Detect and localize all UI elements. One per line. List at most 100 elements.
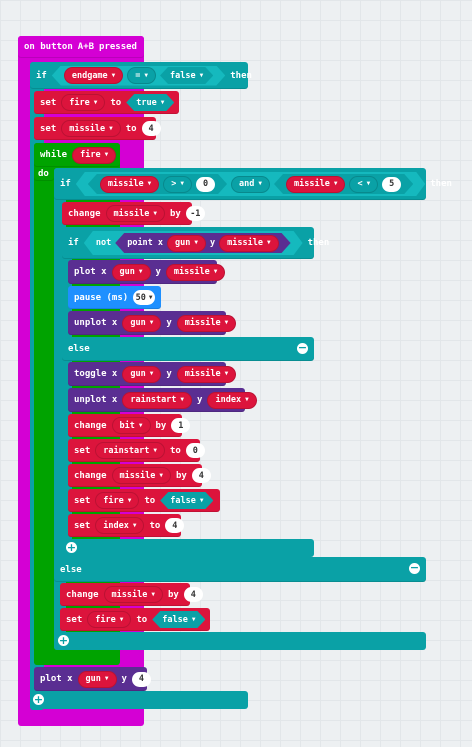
greater-than-compare[interactable]: missile ▼ > ▼ 0 xyxy=(88,174,227,194)
dropdown-arrow-icon: ▼ xyxy=(224,319,229,326)
gun-variable[interactable]: gun ▼ xyxy=(122,314,162,332)
pause-keyword: pause (ms) xyxy=(74,292,129,303)
pause-duration-input[interactable]: 50 ▼ xyxy=(133,290,155,305)
while-fire-header[interactable]: while fire ▼ xyxy=(34,143,120,167)
number-input[interactable]: 5 xyxy=(382,177,401,192)
set-index-4-block[interactable]: set index ▼ to 4 xyxy=(68,514,185,537)
if-not-point-header[interactable]: if not point x gun ▼ y missile ▼ then xyxy=(62,227,329,259)
bit-variable[interactable]: bit ▼ xyxy=(111,417,151,434)
pause-50-block[interactable]: pause (ms) 50 ▼ xyxy=(68,286,161,309)
plot-gun-4-block[interactable]: plot x gun ▼ y 4 xyxy=(34,667,151,691)
gun-variable[interactable]: gun ▼ xyxy=(167,235,206,252)
missile-variable[interactable]: missile ▼ xyxy=(103,586,163,603)
number-input[interactable]: 0 xyxy=(185,443,205,458)
rainstart-variable[interactable]: rainstart ▼ xyxy=(95,442,165,459)
number-input[interactable]: 4 xyxy=(131,671,151,687)
missile-variable[interactable]: missile ▼ xyxy=(111,467,171,484)
missile-variable[interactable]: missile ▼ xyxy=(165,263,226,281)
unplot-gun-missile-block[interactable]: unplot x gun ▼ y missile ▼ xyxy=(68,311,237,335)
minus-icon[interactable]: − xyxy=(297,341,308,354)
number-input[interactable]: 4 xyxy=(191,468,211,483)
if-missile-range-header[interactable]: if missile ▼ > ▼ 0 and ▼ missile ▼ < ▼ 5 then xyxy=(54,168,452,200)
fire-variable[interactable]: fire ▼ xyxy=(61,94,106,111)
fire-variable[interactable]: fire ▼ xyxy=(72,146,117,164)
button-dropdown[interactable]: A+B xyxy=(77,42,95,52)
number-input[interactable]: 4 xyxy=(141,121,161,136)
missile-variable[interactable]: missile ▼ xyxy=(219,235,278,252)
dropdown-arrow-icon: ▼ xyxy=(149,370,154,377)
missile-variable[interactable]: missile ▼ xyxy=(176,314,237,332)
change-missile-minus1-block[interactable]: change missile ▼ by -1 xyxy=(62,202,205,225)
if-not-point-footer xyxy=(62,539,314,557)
compare-block[interactable]: endgame ▼ = ▼ false ▼ xyxy=(52,66,225,86)
if-keyword: if xyxy=(68,238,79,248)
gun-variable[interactable]: gun ▼ xyxy=(111,263,151,281)
change-missile-4-block[interactable]: change missile ▼ by 4 xyxy=(68,464,211,487)
false-value[interactable]: false ▼ xyxy=(160,67,213,84)
if-not-point-body[interactable] xyxy=(62,227,72,557)
false-value[interactable]: false ▼ xyxy=(152,611,205,628)
plus-icon[interactable]: + xyxy=(33,693,44,706)
plus-icon[interactable]: + xyxy=(66,541,77,554)
index-variable[interactable]: index ▼ xyxy=(95,517,145,534)
missile-variable[interactable]: missile ▼ xyxy=(61,120,121,137)
to-keyword: to xyxy=(149,520,161,531)
endgame-variable[interactable]: endgame ▼ xyxy=(64,67,123,84)
number-input[interactable]: 1 xyxy=(171,418,191,433)
minus-icon[interactable]: − xyxy=(409,561,420,574)
gun-variable[interactable]: gun ▼ xyxy=(77,670,117,688)
fire-variable[interactable]: fire ▼ xyxy=(95,492,140,509)
by-keyword: by xyxy=(167,589,179,600)
unplot-rainstart-index-block[interactable]: unplot x rainstart ▼ y index ▼ xyxy=(68,388,257,412)
true-value[interactable]: true ▼ xyxy=(126,94,174,111)
dropdown-arrow-icon: ▼ xyxy=(138,421,143,429)
dropdown-arrow-icon: ▼ xyxy=(148,294,153,301)
fire-variable[interactable]: fire ▼ xyxy=(87,611,132,628)
false-value[interactable]: false ▼ xyxy=(160,492,213,509)
if-endgame-footer xyxy=(30,691,248,709)
number-input[interactable]: 4 xyxy=(183,587,203,602)
less-than-operator[interactable]: < ▼ xyxy=(349,176,378,193)
missile-variable[interactable]: missile ▼ xyxy=(105,205,165,222)
change-missile-4b-block[interactable]: change missile ▼ by 4 xyxy=(60,583,203,606)
unplot-x-keyword: unplot x xyxy=(74,318,118,328)
not-block[interactable]: not point x gun ▼ y missile ▼ xyxy=(84,231,303,255)
plot-gun-missile-block[interactable]: plot x gun ▼ y missile ▼ xyxy=(68,260,226,284)
plot-x-keyword: plot x xyxy=(40,674,73,684)
set-keyword: set xyxy=(74,520,91,531)
by-keyword: by xyxy=(169,208,181,219)
set-fire-false-block[interactable]: set fire ▼ to false ▼ xyxy=(68,489,220,512)
less-than-compare[interactable]: missile ▼ < ▼ 5 xyxy=(274,174,413,194)
number-input[interactable]: 0 xyxy=(196,177,215,192)
and-operator[interactable]: and ▼ xyxy=(231,176,270,193)
on-button-pressed-header[interactable]: on button A+B pressed xyxy=(18,36,144,58)
set-fire-false-b-block[interactable]: set fire ▼ to false ▼ xyxy=(60,608,210,631)
set-fire-true-block[interactable]: set fire ▼ to true ▼ xyxy=(34,91,179,114)
index-variable[interactable]: index ▼ xyxy=(207,391,257,409)
change-bit-1-block[interactable]: change bit ▼ by 1 xyxy=(68,414,191,437)
missile-variable[interactable]: missile ▼ xyxy=(176,365,237,383)
number-input[interactable]: -1 xyxy=(185,206,205,221)
dropdown-arrow-icon: ▼ xyxy=(266,239,271,246)
dropdown-arrow-icon: ▼ xyxy=(104,675,109,682)
greater-than-operator[interactable]: > ▼ xyxy=(163,176,192,193)
missile-variable[interactable]: missile ▼ xyxy=(286,176,345,193)
gun-variable[interactable]: gun ▼ xyxy=(122,365,162,383)
rainstart-variable[interactable]: rainstart ▼ xyxy=(122,391,193,409)
number-input[interactable]: 4 xyxy=(165,518,185,533)
if-endgame-header[interactable]: if endgame ▼ = ▼ false ▼ then xyxy=(30,62,252,89)
else-row-outer[interactable]: else xyxy=(54,557,426,582)
set-rainstart-0-block[interactable]: set rainstart ▼ to 0 xyxy=(68,439,205,462)
else-row-inner[interactable]: else xyxy=(62,337,314,361)
equals-operator[interactable]: = ▼ xyxy=(127,67,156,84)
and-block[interactable]: missile ▼ > ▼ 0 and ▼ missile ▼ < ▼ 5 xyxy=(76,172,425,196)
by-keyword: by xyxy=(175,470,187,481)
plus-icon[interactable]: + xyxy=(58,634,69,647)
missile-variable[interactable]: missile ▼ xyxy=(100,176,159,193)
point-block[interactable]: point x gun ▼ y missile ▼ xyxy=(115,233,290,253)
y-keyword: y xyxy=(155,267,161,277)
toggle-gun-missile-block[interactable]: toggle x gun ▼ y missile ▼ xyxy=(68,362,237,386)
set-keyword: set xyxy=(40,123,57,134)
set-missile-4-block[interactable]: set missile ▼ to 4 xyxy=(34,117,161,140)
